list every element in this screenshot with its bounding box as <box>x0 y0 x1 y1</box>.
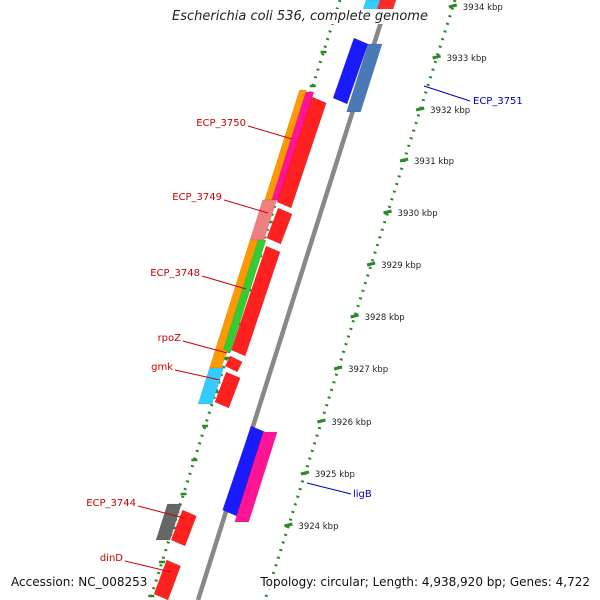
map-title-text: Escherichia coli 536, complete genome <box>168 9 432 24</box>
gene-feature[interactable] <box>230 245 281 357</box>
kbp-tick-mark <box>399 157 409 163</box>
inner-dotted-ruler <box>263 0 457 600</box>
kbp-tick-mark <box>350 313 359 319</box>
kbp-tick-label: 3929 kbp <box>381 261 421 271</box>
kbp-tick-label: 3928 kbp <box>365 313 405 323</box>
kbp-tick-mark <box>317 418 326 424</box>
kbp-tick-label: 3924 kbp <box>298 522 338 532</box>
gene-label[interactable]: ECP_3749 <box>172 192 222 203</box>
gene-feature[interactable] <box>214 371 241 409</box>
gene-label[interactable]: ECP_3748 <box>150 268 200 279</box>
gene-label-leader <box>423 85 471 102</box>
gene-feature[interactable] <box>222 239 267 353</box>
gene-feature[interactable] <box>346 43 383 113</box>
gene-label-leader <box>223 199 269 214</box>
gene-label-leader <box>137 505 185 519</box>
kbp-tick-mark <box>300 470 310 476</box>
accession-text: Accession: NC_008253 <box>9 575 150 589</box>
kbp-tick-label: 3927 kbp <box>348 365 388 375</box>
gene-feature[interactable] <box>224 355 243 373</box>
kbp-tick-label: 3930 kbp <box>398 209 438 219</box>
kbp-tick-label: 3931 kbp <box>414 157 454 167</box>
gene-label[interactable]: rpoZ <box>158 333 182 344</box>
gene-label[interactable]: dinD <box>100 553 123 564</box>
gene-label[interactable]: ECP_3744 <box>86 498 136 509</box>
accession-footer: Accession: NC_008253 <box>9 575 150 589</box>
gene-feature[interactable] <box>234 431 278 523</box>
gene-feature[interactable] <box>266 207 293 245</box>
genome-summary-footer: Topology: circular; Length: 4,938,920 bp… <box>258 575 592 589</box>
kbp-tick-mark <box>366 261 376 267</box>
gene-label-leader <box>201 275 247 290</box>
gene-feature[interactable] <box>155 503 182 541</box>
gene-feature[interactable] <box>276 96 327 209</box>
genome-summary-text: Topology: circular; Length: 4,938,920 bp… <box>258 575 592 589</box>
map-title: Escherichia coli 536, complete genome <box>0 9 600 24</box>
gene-feature[interactable] <box>170 509 197 547</box>
gene-feature[interactable] <box>153 559 181 600</box>
kbp-tick-mark <box>333 365 343 371</box>
gene-label-leader <box>124 560 172 573</box>
kbp-tick-mark <box>383 209 392 215</box>
gene-label-leader <box>182 340 228 354</box>
kbp-tick-mark <box>448 3 458 9</box>
gene-label[interactable]: ligB <box>353 489 372 500</box>
gene-label[interactable]: gmk <box>151 362 173 373</box>
kbp-tick-mark <box>284 522 293 528</box>
kbp-tick-mark <box>432 54 441 60</box>
kbp-tick-label: 3933 kbp <box>447 54 487 64</box>
gene-label[interactable]: ECP_3751 <box>473 96 523 107</box>
gene-label-leader <box>174 369 221 381</box>
gene-feature[interactable] <box>332 37 369 105</box>
kbp-tick-label: 3925 kbp <box>315 470 355 480</box>
kbp-tick-label: 3926 kbp <box>331 418 371 428</box>
gene-feature[interactable] <box>197 367 224 405</box>
kbp-tick-label: 3932 kbp <box>430 106 470 116</box>
kbp-tick-mark <box>415 106 425 112</box>
gene-label-leader <box>306 482 352 495</box>
gene-label[interactable]: ECP_3750 <box>196 118 246 129</box>
kbp-tick-label: 3934 kbp <box>463 3 503 13</box>
gene-label-leader <box>247 125 293 140</box>
